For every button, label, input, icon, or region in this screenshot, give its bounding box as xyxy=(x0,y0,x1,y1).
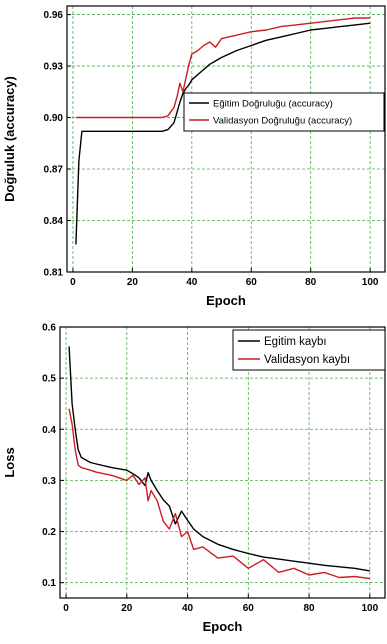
x-axis-label: Epoch xyxy=(203,619,243,634)
accuracy-chart: 0 20 40 60 80 100 0.81 0.84 0.87 0.90 0.93 0.96 Epoc… xyxy=(2,5,386,308)
plot-frame xyxy=(66,5,386,273)
legend-label-1: Validasyon Doğruluğu (accuracy) xyxy=(213,115,352,126)
x-tick-label: 100 xyxy=(361,603,378,614)
y-tick-label: 0.3 xyxy=(42,476,56,487)
legend-box xyxy=(232,329,386,371)
x-tick-label: 40 xyxy=(186,277,198,288)
x-tick-label: 60 xyxy=(246,277,258,288)
y-tick-label: 0.6 xyxy=(42,323,56,334)
x-tick-label: 40 xyxy=(182,603,194,614)
y-tick-label: 0.4 xyxy=(42,425,56,436)
x-tick-label: 60 xyxy=(243,603,255,614)
y-axis-label: Doğruluk (accuracy) xyxy=(2,76,17,202)
x-tick-label: 0 xyxy=(70,277,76,288)
x-tick-label: 0 xyxy=(63,603,69,614)
series-line-0 xyxy=(68,346,370,572)
y-tick-label: 0.1 xyxy=(42,578,56,589)
legend-label-0: Egitim kaybı xyxy=(264,336,327,348)
x-tick-label: 20 xyxy=(121,603,133,614)
legend-label-1: Validasyon kaybı xyxy=(264,354,350,366)
x-tick-label: 100 xyxy=(362,277,379,288)
x-axis-label: Epoch xyxy=(206,293,246,308)
y-tick-label: 0.90 xyxy=(44,113,64,124)
y-tick-label: 0.93 xyxy=(44,62,64,73)
legend-label-0: Eğitim Doğruluğu (accuracy) xyxy=(213,98,333,109)
y-axis-label: Loss xyxy=(2,447,17,477)
y-tick-label: 0.5 xyxy=(42,374,56,385)
x-tick-label: 80 xyxy=(305,277,317,288)
series-line-1 xyxy=(75,17,371,119)
y-tick-label: 0.81 xyxy=(44,268,64,279)
x-tick-label: 20 xyxy=(127,277,139,288)
y-tick-label: 0.84 xyxy=(44,216,64,227)
y-tick-label: 0.2 xyxy=(42,527,56,538)
y-tick-label: 0.96 xyxy=(44,10,64,21)
series-line-1 xyxy=(68,408,370,580)
legend-box xyxy=(183,92,385,132)
y-tick-label: 0.87 xyxy=(44,165,64,176)
series-line-0 xyxy=(75,22,371,245)
loss-chart: 0 20 40 60 80 100 0.1 0.2 0.3 0.4 0.5 0.6 Epoch Loss E… xyxy=(2,323,386,634)
plot-frame xyxy=(59,326,386,599)
x-tick-label: 80 xyxy=(304,603,316,614)
